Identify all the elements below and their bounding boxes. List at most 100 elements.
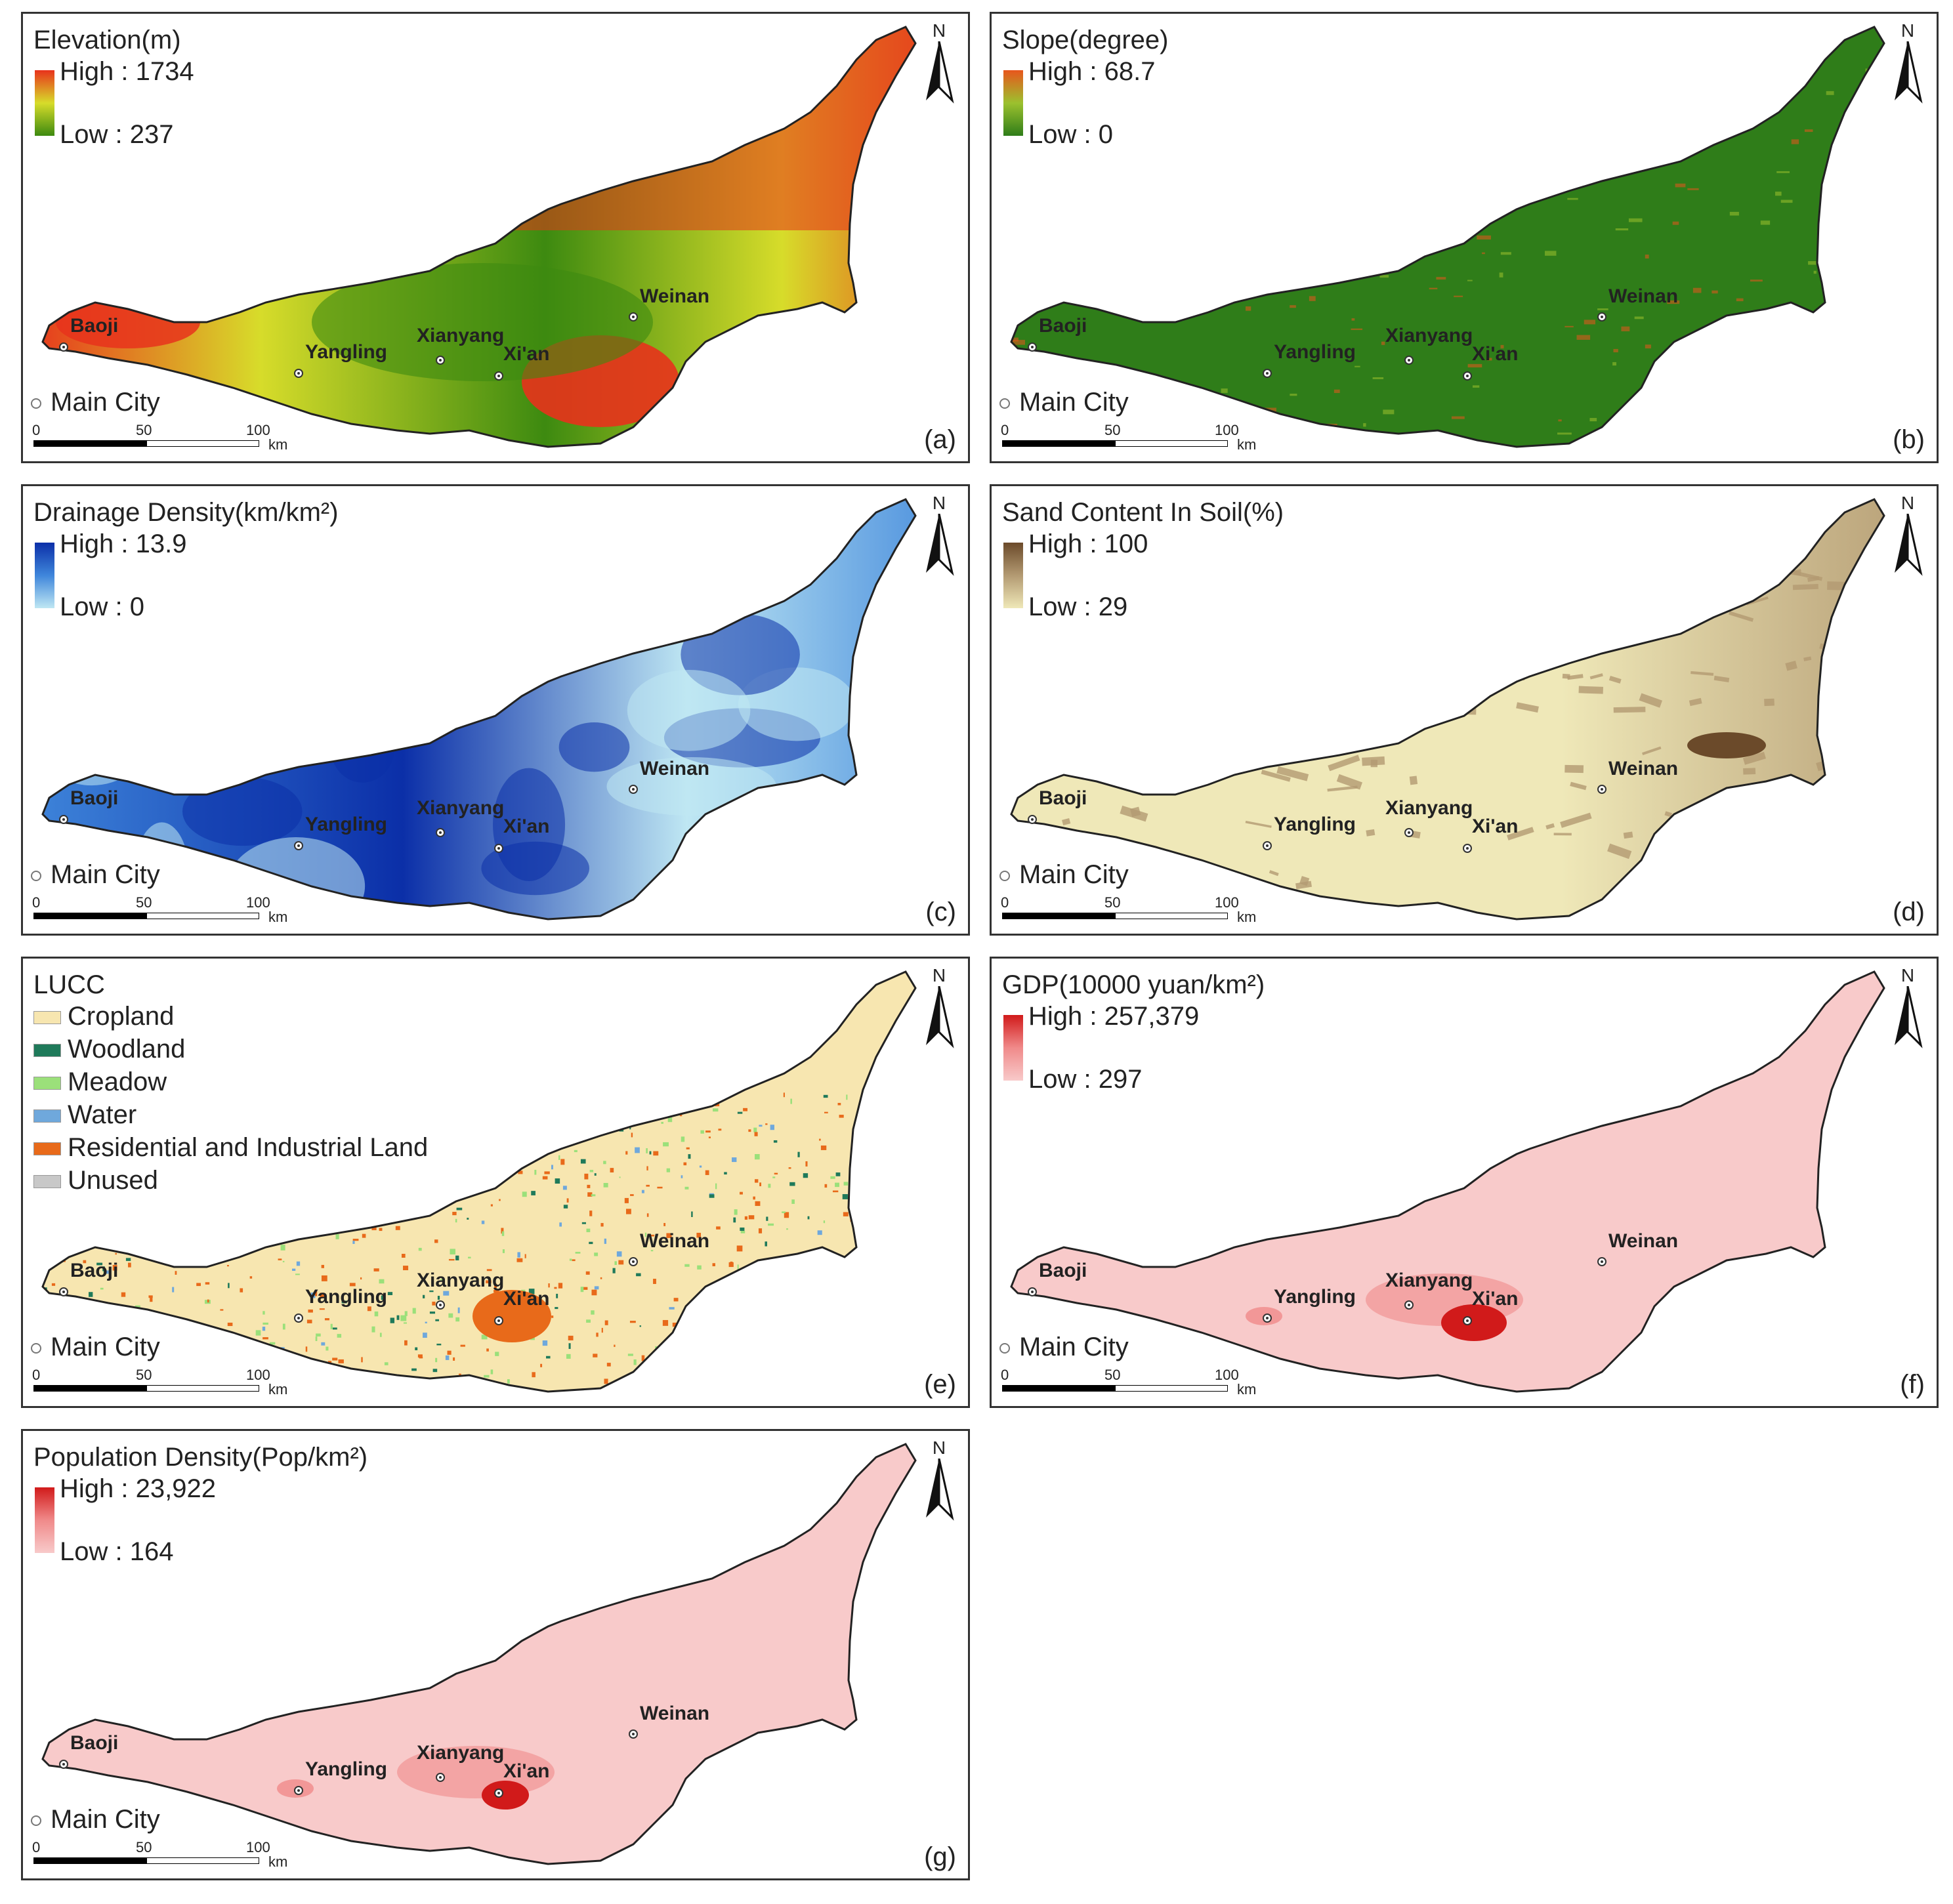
city-label: Yangling: [305, 341, 387, 363]
scale-zero: 0: [1001, 422, 1009, 438]
city-label: Xianyang: [417, 1270, 504, 1291]
city-label: Xi'an: [1472, 343, 1519, 365]
city-marker: [1404, 356, 1414, 365]
legend-class-item: Meadow: [33, 1067, 167, 1097]
scale-segment-white: [1115, 440, 1228, 447]
panel-c: Baoji Yangling Xianyang Xi'an Weinan Drainage…: [21, 484, 970, 936]
north-label: N: [1900, 965, 1915, 985]
legend-swatch: [33, 1109, 61, 1123]
panel-g: Baoji Yangling Xianyang Xi'an Weinan Populati…: [21, 1429, 970, 1880]
legend-high-label: High : 13.9: [60, 529, 187, 558]
main-city-legend: Main City: [999, 1333, 1129, 1362]
city-marker: [1463, 371, 1472, 381]
scale-segment-black: [33, 1857, 146, 1864]
scale-unit: km: [268, 909, 288, 925]
panel-label: (b): [1893, 425, 1925, 454]
city-marker: [1263, 841, 1272, 850]
legend-class-item: Residential and Industrial Land: [33, 1133, 428, 1163]
main-city-label: Main City: [51, 860, 160, 889]
city-label: Weinan: [1608, 285, 1678, 307]
city-marker: [629, 312, 638, 321]
city-marker: [1463, 1316, 1472, 1325]
legend-class-item: Water: [33, 1100, 136, 1130]
scale-unit: km: [1237, 909, 1257, 925]
legend-low-label: Low : 29: [1028, 592, 1128, 621]
main-city-label: Main City: [1019, 1333, 1129, 1361]
main-city-legend: Main City: [999, 388, 1129, 417]
north-label: N: [1900, 20, 1915, 41]
legend-low-label: Low : 164: [60, 1537, 174, 1566]
legend-color-ramp: [35, 70, 54, 136]
city-marker: [1028, 1287, 1037, 1296]
main-city-legend: Main City: [31, 1333, 160, 1362]
city-label: Weinan: [640, 1230, 709, 1252]
city-label: Weinan: [640, 1703, 709, 1724]
panel-label: (e): [924, 1370, 956, 1399]
scale-segment-white: [146, 1857, 259, 1864]
scale-segment-black: [33, 913, 146, 919]
main-city-label: Main City: [51, 388, 160, 417]
scale-segment-black: [33, 440, 146, 447]
city-marker: [436, 1773, 445, 1782]
city-label: Yangling: [1274, 341, 1356, 363]
city-label: Baoji: [1039, 1260, 1087, 1281]
legend-color-ramp: [35, 1487, 54, 1553]
city-marker: [1404, 828, 1414, 837]
scale-segment-white: [1115, 1385, 1228, 1392]
city-label: Xi'an: [1472, 816, 1519, 837]
city-label: Yangling: [1274, 814, 1356, 835]
legend-class-item: Woodland: [33, 1035, 185, 1064]
legend-class-item: Unused: [33, 1166, 158, 1195]
city-marker: [1263, 1314, 1272, 1323]
panel-b: Baoji Yangling Xianyang Xi'an Weinan Slope(de…: [990, 12, 1939, 463]
city-marker: [494, 844, 503, 853]
legend-low-label: Low : 297: [1028, 1065, 1143, 1094]
legend-color-ramp: [1003, 543, 1023, 608]
scale-mid: 50: [136, 422, 152, 438]
city-label: Baoji: [70, 1732, 118, 1754]
panel-label: (c): [925, 898, 956, 926]
city-marker: [436, 356, 445, 365]
panel-d: Baoji Yangling Xianyang Xi'an Weinan Sand Con…: [990, 484, 1939, 936]
city-label: Baoji: [70, 1260, 118, 1281]
city-marker: [436, 1300, 445, 1310]
city-marker: [59, 1287, 68, 1296]
scale-segment-black: [33, 1385, 146, 1392]
north-arrow-icon: N: [1889, 965, 1926, 1050]
city-marker: [294, 841, 303, 850]
scale-segment-black: [1002, 440, 1115, 447]
city-marker: [1263, 369, 1272, 378]
city-label: Baoji: [70, 787, 118, 809]
main-city-icon: [31, 398, 41, 409]
scale-segment-white: [1115, 913, 1228, 919]
map-title: Sand Content In Soil(%): [1002, 498, 1284, 527]
scale-unit: km: [1237, 1381, 1257, 1397]
scale-mid: 50: [136, 894, 152, 911]
main-city-label: Main City: [1019, 388, 1129, 417]
legend-high-label: High : 257,379: [1028, 1002, 1200, 1031]
scale-segment-white: [146, 913, 259, 919]
city-label: Xianyang: [417, 1742, 504, 1764]
scale-mid: 50: [1104, 422, 1121, 438]
city-label: Xianyang: [1385, 797, 1473, 819]
scale-bar: 0 50 100 km: [32, 1367, 287, 1399]
scale-segment-black: [1002, 1385, 1115, 1392]
city-label: Xi'an: [503, 1288, 550, 1310]
scale-bar: 0 50 100 km: [1001, 894, 1256, 927]
north-label: N: [932, 1438, 946, 1458]
north-arrow-icon: N: [921, 493, 957, 578]
main-city-icon: [31, 1343, 41, 1354]
city-marker: [494, 1316, 503, 1325]
city-label: Xi'an: [503, 1760, 550, 1782]
north-arrow-icon: N: [921, 1438, 957, 1523]
legend-class-label: Woodland: [68, 1035, 186, 1064]
city-marker: [1463, 844, 1472, 853]
city-marker: [1028, 342, 1037, 352]
north-label: N: [932, 965, 946, 985]
scale-end: 100: [1215, 422, 1239, 438]
north-label: N: [932, 20, 946, 41]
